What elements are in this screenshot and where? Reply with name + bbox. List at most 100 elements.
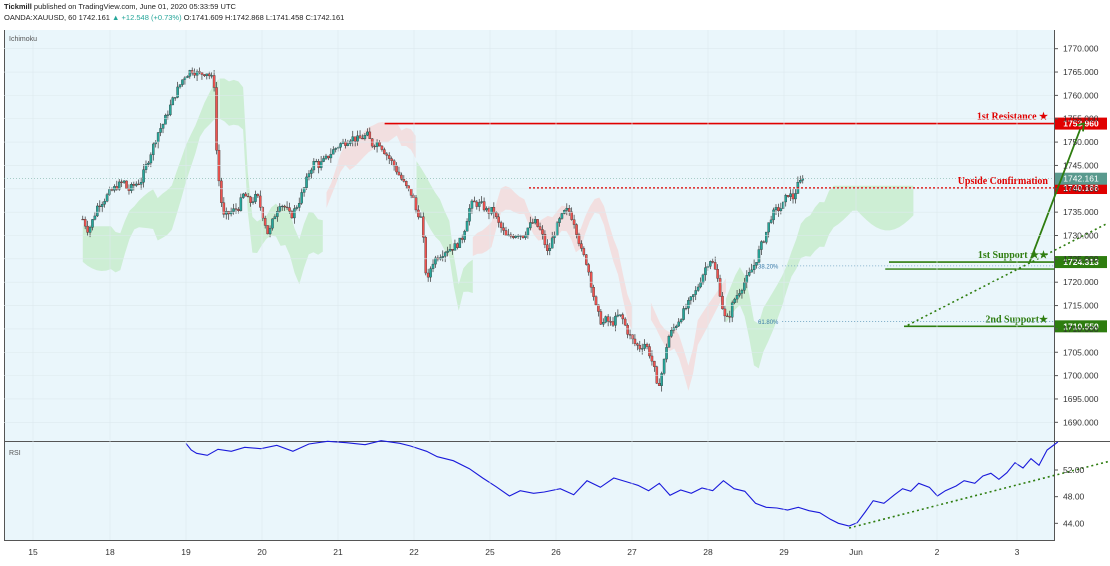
candle-down bbox=[791, 193, 795, 200]
candle-down bbox=[597, 304, 600, 312]
candle-up bbox=[171, 97, 175, 106]
candle-up bbox=[130, 184, 133, 191]
candle-up bbox=[558, 218, 561, 223]
price-tick-label: 1690.000 bbox=[1063, 417, 1099, 427]
candle-down bbox=[397, 171, 401, 176]
candle-up bbox=[640, 348, 644, 350]
candle-down bbox=[409, 188, 413, 196]
candle-down bbox=[390, 158, 393, 161]
candle-up bbox=[273, 216, 277, 220]
candle-down bbox=[81, 218, 85, 221]
candle-down bbox=[653, 360, 656, 367]
rsi-pane[interactable] bbox=[4, 442, 1054, 540]
candle-up bbox=[743, 282, 746, 291]
candle-down bbox=[645, 343, 649, 347]
candle-up bbox=[346, 143, 350, 146]
candle-up bbox=[752, 264, 756, 271]
candle-down bbox=[577, 234, 581, 244]
time-tick-label: 21 bbox=[333, 547, 343, 557]
candle-down bbox=[538, 226, 542, 230]
candle-down bbox=[541, 229, 544, 235]
candle-down bbox=[259, 195, 262, 208]
candle-down bbox=[417, 209, 420, 218]
candle-up bbox=[704, 267, 707, 276]
candle-down bbox=[582, 248, 586, 255]
candle-down bbox=[404, 181, 408, 186]
level-name: Upside Confirmation bbox=[958, 176, 1049, 187]
candle-down bbox=[380, 145, 384, 150]
candle-up bbox=[166, 114, 170, 116]
candle-down bbox=[606, 316, 610, 322]
time-tick-label: 2 bbox=[935, 547, 940, 557]
time-tick-label: 20 bbox=[257, 547, 267, 557]
candle-down bbox=[721, 295, 724, 310]
candle-down bbox=[290, 211, 294, 219]
candle-down bbox=[536, 219, 539, 227]
price-tick-label: 1720.000 bbox=[1063, 277, 1099, 287]
candle-down bbox=[266, 225, 269, 235]
candle-up bbox=[682, 308, 685, 320]
publish-line: Tickmill published on TradingView.com, J… bbox=[4, 2, 236, 11]
candle-down bbox=[426, 272, 430, 278]
candle-down bbox=[392, 160, 396, 167]
level-name: 1st Support ★★ bbox=[978, 250, 1048, 261]
candle-up bbox=[516, 235, 520, 237]
candle-down bbox=[378, 142, 381, 147]
last-price: 1742.161 bbox=[78, 13, 110, 22]
candle-up bbox=[441, 256, 445, 258]
candle-up bbox=[195, 71, 199, 76]
candle-up bbox=[529, 222, 532, 229]
candle-down bbox=[261, 207, 265, 219]
candle-up bbox=[310, 169, 313, 174]
price-tick-label: 1735.000 bbox=[1063, 207, 1099, 217]
cloud-bull-1 bbox=[82, 79, 219, 273]
candle-down bbox=[728, 316, 732, 318]
candle-up bbox=[764, 231, 768, 243]
candle-down bbox=[207, 73, 211, 77]
candle-up bbox=[784, 195, 787, 203]
candle-down bbox=[626, 324, 629, 335]
candle-down bbox=[655, 366, 659, 384]
candle-down bbox=[86, 225, 89, 233]
candle-down bbox=[716, 269, 719, 279]
published-text: published on TradingView.com, June 01, 2… bbox=[33, 2, 236, 11]
price-tick-label: 1725.000 bbox=[1063, 254, 1099, 264]
candle-down bbox=[212, 75, 216, 88]
candle-up bbox=[314, 161, 318, 163]
candle-up bbox=[366, 131, 369, 136]
price-tick-label: 1750.000 bbox=[1063, 137, 1099, 147]
candle-down bbox=[200, 72, 204, 75]
candle-up bbox=[419, 216, 423, 218]
candle-up bbox=[468, 208, 471, 222]
candle-up bbox=[677, 321, 680, 327]
candle-down bbox=[567, 208, 571, 212]
candle-up bbox=[448, 249, 452, 252]
candle-up bbox=[757, 249, 761, 263]
candle-up bbox=[334, 148, 337, 150]
candle-down bbox=[623, 318, 627, 326]
candle-down bbox=[220, 180, 223, 203]
time-tick-label: 22 bbox=[409, 547, 419, 557]
price-tick-label: 1770.000 bbox=[1063, 44, 1099, 54]
candle-up bbox=[122, 180, 126, 183]
candle-up bbox=[458, 237, 462, 248]
candle-down bbox=[762, 241, 766, 243]
candle-up bbox=[156, 132, 160, 143]
candle-down bbox=[504, 230, 508, 236]
candle-down bbox=[125, 180, 128, 189]
candle-up bbox=[100, 204, 104, 207]
candle-down bbox=[137, 183, 140, 185]
candle-down bbox=[193, 72, 196, 76]
candle-up bbox=[470, 200, 474, 209]
price-axis[interactable] bbox=[1054, 30, 1110, 541]
candle-down bbox=[502, 227, 505, 231]
candle-up bbox=[93, 215, 97, 220]
candle-up bbox=[268, 227, 272, 235]
level-price-label: 1740.166 bbox=[1063, 183, 1099, 193]
time-axis[interactable] bbox=[4, 541, 1054, 565]
candle-down bbox=[611, 321, 615, 326]
candle-up bbox=[103, 201, 106, 205]
candle-down bbox=[494, 212, 498, 218]
candle-down bbox=[543, 234, 547, 245]
